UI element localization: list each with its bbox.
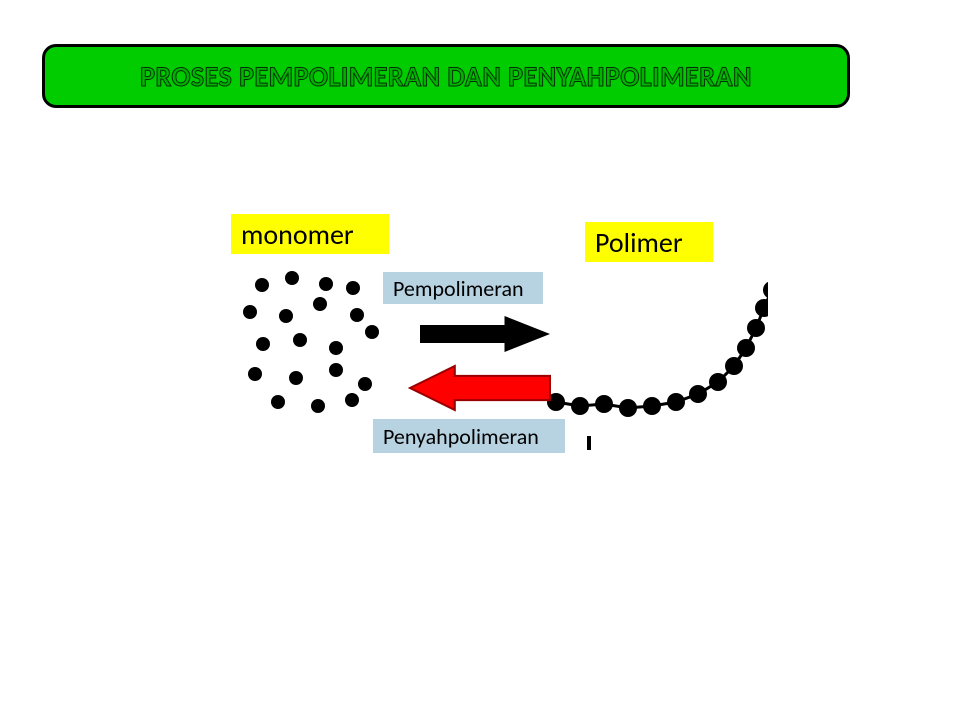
polimer-label: Polimer — [585, 222, 713, 262]
polimer-label-text: Polimer — [595, 225, 683, 260]
stage: PROSES PEMPOLIMERAN DAN PENYAHPOLIMERAN … — [0, 0, 960, 720]
monomer-label: monomer — [231, 214, 389, 254]
title-text: PROSES PEMPOLIMERAN DAN PENYAHPOLIMERAN — [140, 59, 752, 94]
monomer-label-text: monomer — [241, 217, 354, 252]
penyahpolimeran-label: Penyahpolimeran — [373, 419, 565, 453]
penyahpolimeran-label-text: Penyahpolimeran — [383, 423, 539, 450]
title-banner: PROSES PEMPOLIMERAN DAN PENYAHPOLIMERAN — [42, 44, 850, 108]
pempolimeran-label-text: Pempolimeran — [393, 275, 524, 302]
pempolimeran-label: Pempolimeran — [383, 272, 543, 304]
